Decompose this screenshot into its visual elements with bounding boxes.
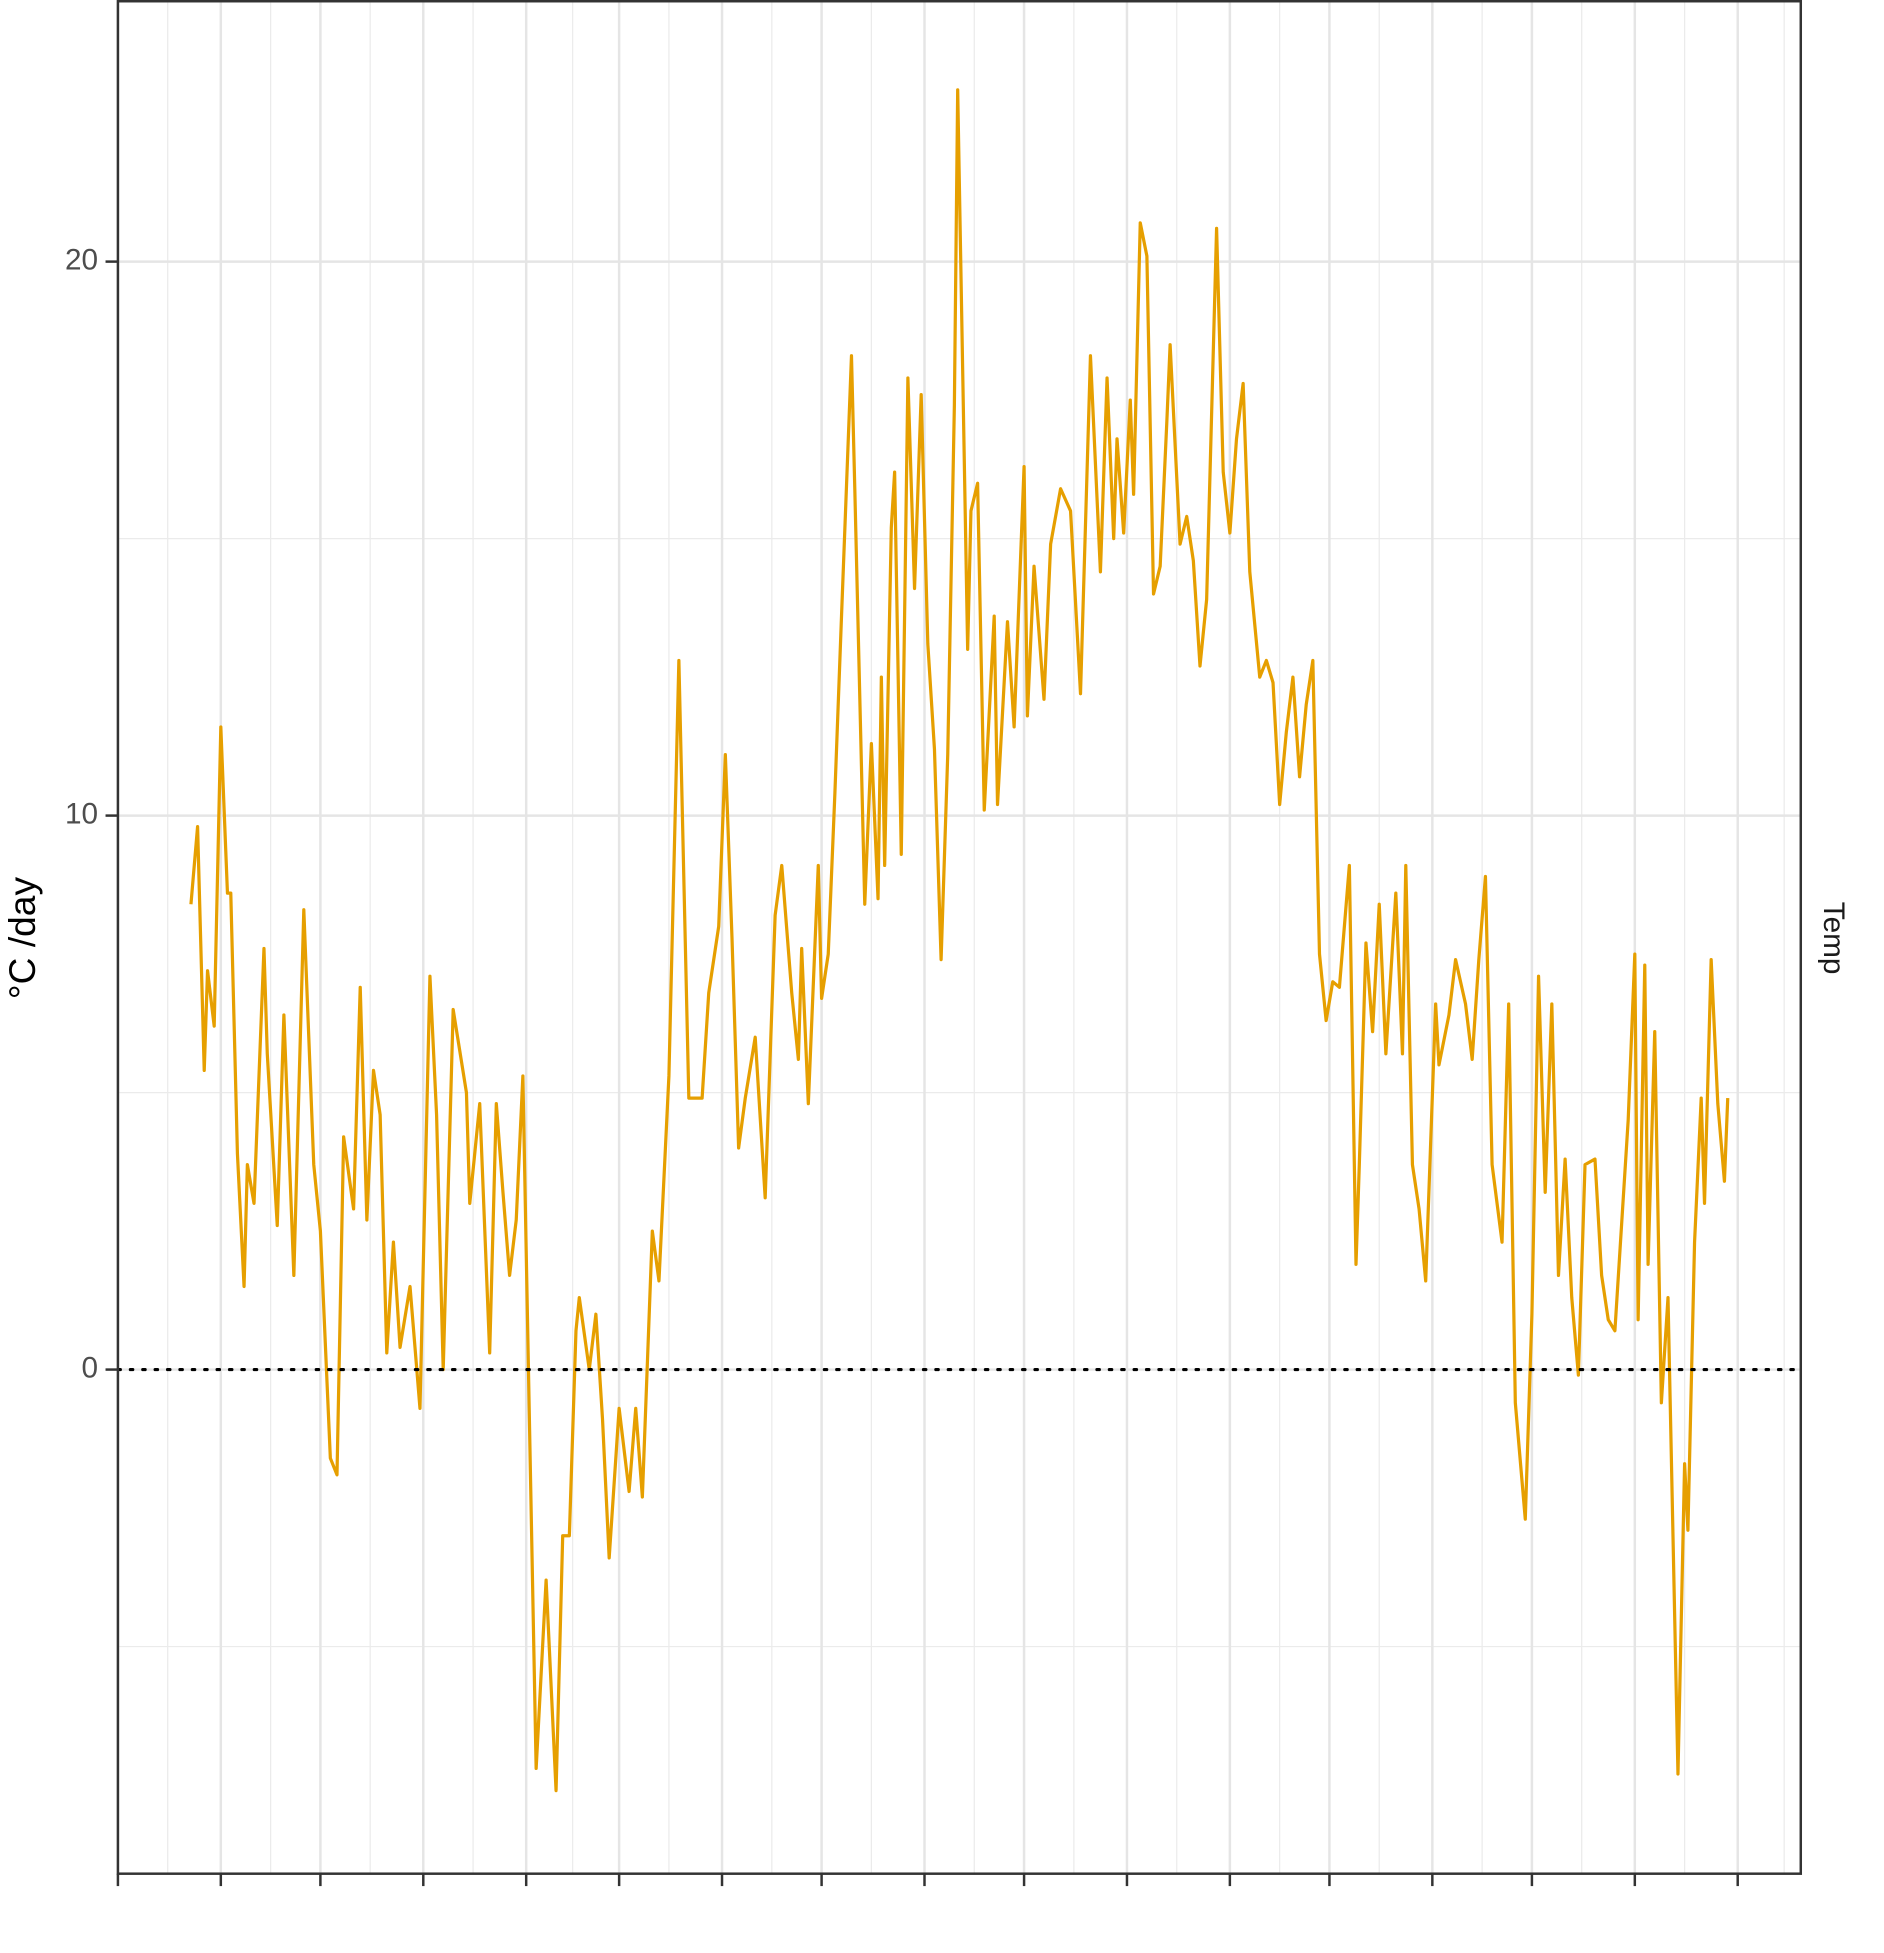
panel-border: [116, 0, 1803, 1875]
axes: 0 10 20: [65, 243, 1739, 1887]
y-tick-label: 10: [65, 797, 98, 830]
data-line: [189, 88, 1730, 1793]
y-tick-label: 0: [82, 1351, 99, 1384]
facet-label: Temp: [1817, 902, 1850, 975]
plot-area: [116, 88, 1803, 1793]
y-axis-title: °C /day: [1, 877, 43, 1000]
y-tick-label: 20: [65, 243, 98, 276]
